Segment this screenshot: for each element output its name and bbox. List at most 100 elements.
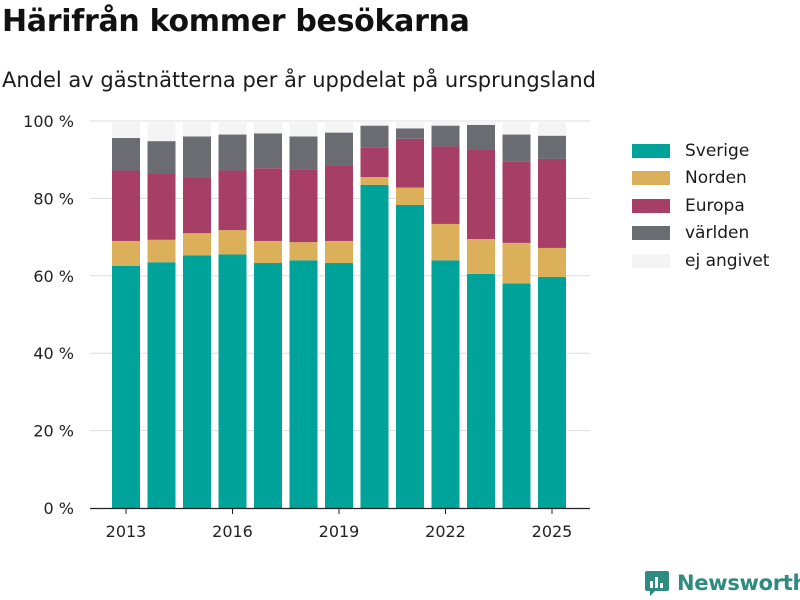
- bar-segment: [538, 135, 566, 159]
- bar-stack: [325, 121, 353, 508]
- x-tick-label: 2016: [212, 522, 253, 541]
- bar-segment: [183, 121, 211, 137]
- legend-item: ej angivet: [632, 247, 769, 275]
- bar-segment: [254, 133, 282, 169]
- bar-segment: [360, 147, 389, 178]
- bar-segment: [254, 121, 282, 134]
- legend-swatch: [632, 253, 670, 268]
- bar-stack: [254, 121, 282, 508]
- legend-label: världen: [685, 223, 750, 244]
- bar-stack: [289, 121, 318, 508]
- legend-label: Sverige: [685, 140, 750, 161]
- x-axis-ticks: 2013 2016 2019 2022 2025: [106, 508, 573, 541]
- bar-stack: [396, 121, 424, 508]
- bar-segment: [254, 168, 282, 241]
- bar-segment: [431, 121, 460, 126]
- legend-item: Sverige: [632, 137, 769, 165]
- bar-segment: [538, 158, 566, 248]
- y-tick-label: 60 %: [33, 267, 74, 286]
- bar-segment: [183, 255, 211, 508]
- brand-logo: Newsworthy: [644, 569, 800, 597]
- bar-segment: [325, 132, 353, 166]
- bar-segment: [218, 254, 247, 508]
- bar-segment: [431, 125, 460, 147]
- legend-item: världen: [632, 220, 769, 248]
- legend-swatch: [632, 171, 670, 186]
- bar-segment: [396, 128, 424, 139]
- bar-segment: [502, 242, 531, 284]
- bar-stack: [467, 121, 495, 508]
- bar-segment: [147, 141, 176, 175]
- bar-segment: [538, 276, 566, 508]
- legend-item: Norden: [632, 165, 769, 193]
- bar-stack: [147, 121, 176, 508]
- bar-segment: [502, 161, 531, 243]
- bar-segment: [360, 125, 389, 148]
- bar-segment: [360, 184, 389, 509]
- y-axis-ticks: 0 % 20 % 40 % 60 % 80 % 100 %: [23, 112, 74, 518]
- bar-segment: [112, 265, 140, 508]
- bar-segment: [218, 134, 247, 171]
- bar-segment: [112, 121, 140, 139]
- bar-segment: [218, 121, 247, 135]
- bar-segment: [289, 260, 318, 508]
- bar-stack: [538, 121, 566, 508]
- bar-segment: [147, 174, 176, 240]
- legend-label: ej angivet: [685, 250, 770, 271]
- bar-stack: [431, 121, 460, 508]
- bar-segment: [467, 124, 495, 151]
- bar-segment: [396, 138, 424, 188]
- legend-label: Norden: [685, 168, 747, 189]
- x-tick-label: 2019: [319, 522, 360, 541]
- bar-segment: [396, 204, 424, 508]
- bar-segment: [112, 240, 140, 266]
- bars: [112, 121, 566, 509]
- bar-segment: [538, 247, 566, 277]
- bar-segment: [112, 170, 140, 241]
- bar-segment: [183, 177, 211, 234]
- y-tick-label: 80 %: [33, 189, 74, 208]
- bar-segment: [360, 121, 389, 126]
- bar-segment: [218, 170, 247, 231]
- bar-stack: [112, 121, 140, 508]
- bar-segment: [538, 121, 566, 136]
- x-tick-label: 2025: [532, 522, 573, 541]
- x-tick-label: 2013: [106, 522, 147, 541]
- bar-segment: [325, 263, 353, 508]
- legend: Sverige Norden Europa världen ej angivet: [632, 137, 769, 275]
- bar-segment: [254, 263, 282, 508]
- chart-title: Härifrån kommer besökarna: [2, 4, 470, 39]
- bar-segment: [325, 121, 353, 133]
- bar-segment: [183, 233, 211, 256]
- bar-segment: [147, 121, 176, 142]
- bar-segment: [218, 230, 247, 255]
- legend-label: Europa: [685, 195, 745, 216]
- y-tick-label: 0 %: [44, 499, 74, 518]
- bar-segment: [502, 134, 531, 162]
- chart-bubble-icon: [645, 571, 669, 596]
- bar-segment: [147, 239, 176, 263]
- legend-swatch: [632, 226, 670, 241]
- bar-segment: [467, 150, 495, 240]
- y-tick-label: 100 %: [23, 112, 74, 131]
- bar-stack: [502, 121, 531, 508]
- bar-segment: [431, 223, 460, 261]
- bar-segment: [502, 121, 531, 135]
- bar-segment: [396, 187, 424, 205]
- bar-segment: [431, 146, 460, 224]
- bar-segment: [325, 240, 353, 264]
- bar-segment: [431, 260, 460, 508]
- bar-segment: [289, 121, 318, 137]
- bar-stack: [218, 121, 247, 508]
- bar-segment: [396, 121, 424, 129]
- brand-name: Newsworthy: [677, 571, 800, 595]
- y-tick-label: 40 %: [33, 344, 74, 363]
- bar-segment: [467, 121, 495, 125]
- bar-segment: [502, 283, 531, 508]
- bar-segment: [467, 273, 495, 508]
- bar-segment: [289, 169, 318, 243]
- bar-segment: [289, 242, 318, 261]
- legend-swatch: [632, 198, 670, 213]
- bar-segment: [254, 240, 282, 264]
- bar-segment: [147, 262, 176, 508]
